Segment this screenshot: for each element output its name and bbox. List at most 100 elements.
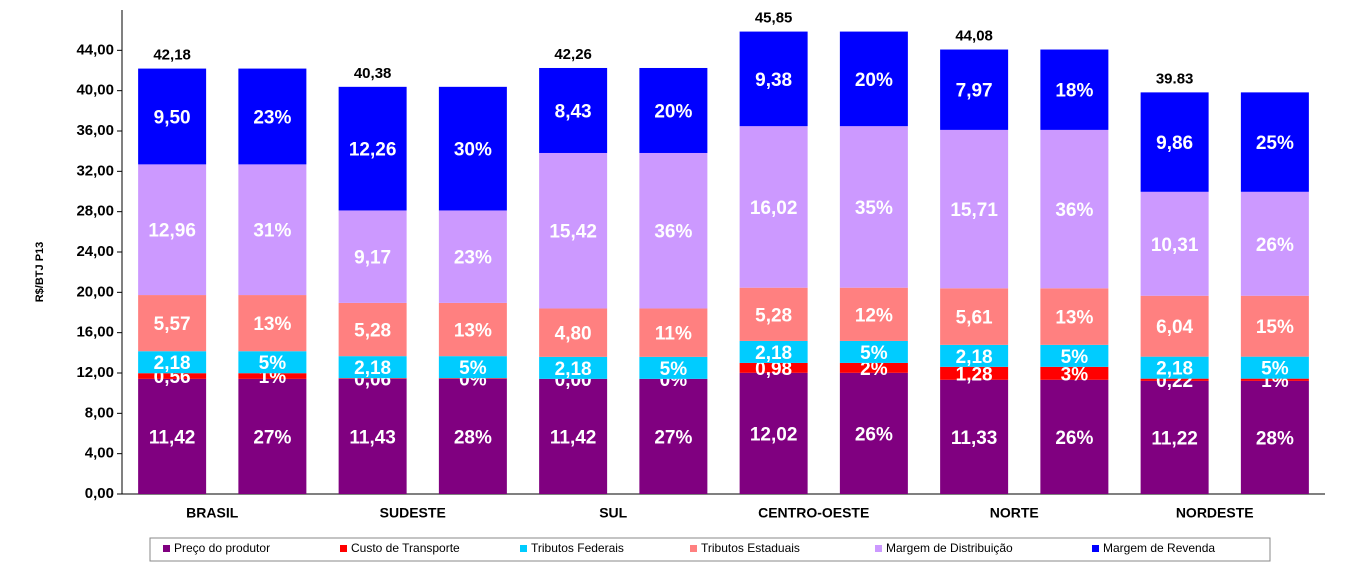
value-label: 6,04 <box>1156 317 1193 338</box>
bar-segment <box>1040 49 1109 130</box>
share-label: 11% <box>655 324 692 345</box>
legend-label: Tributos Federais <box>531 541 624 555</box>
bar-segment <box>438 210 507 303</box>
share-label: 13% <box>1055 308 1093 329</box>
bar-segment <box>940 129 1009 289</box>
legend-swatch <box>340 545 347 552</box>
y-tick-label: 44,00 <box>76 41 114 58</box>
value-label: 12,96 <box>148 221 196 242</box>
legend-label: Preço do produtor <box>174 541 270 555</box>
bar-segment <box>238 373 307 379</box>
share-label: 25% <box>1256 133 1294 154</box>
bar-segment <box>438 356 507 379</box>
share-label: 20% <box>855 70 893 91</box>
bar-segment <box>739 372 808 494</box>
legend-swatch <box>1092 545 1099 552</box>
bar-segment <box>238 68 307 165</box>
share-label: 26% <box>1055 428 1093 449</box>
share-label: 2% <box>860 359 888 380</box>
bar-segment <box>739 287 808 341</box>
total-label: 42,18 <box>153 47 191 64</box>
bar-segment <box>1140 191 1209 296</box>
bar-segment <box>739 31 808 127</box>
y-tick-label: 24,00 <box>76 243 114 260</box>
value-label: 4,80 <box>555 324 592 345</box>
bar-segment <box>138 164 207 296</box>
bar-segment <box>438 302 507 357</box>
share-label: 35% <box>855 198 893 219</box>
value-label: 9,86 <box>1156 133 1193 154</box>
bar-segment <box>1140 380 1209 494</box>
bar-segment <box>338 378 407 494</box>
share-label: 23% <box>253 107 291 128</box>
value-label: 7,97 <box>956 81 993 102</box>
value-label: 2,18 <box>555 359 592 380</box>
bar-segment <box>338 378 407 379</box>
bar-segment <box>438 378 507 494</box>
legend-label: Margem de Distribuição <box>886 541 1013 555</box>
share-label: 5% <box>1261 359 1289 380</box>
y-tick-label: 36,00 <box>76 122 114 139</box>
bar-segment <box>639 152 708 309</box>
bar-segment <box>940 288 1009 345</box>
bar-segment <box>1040 129 1109 289</box>
share-label: 30% <box>454 140 492 161</box>
bar-segment <box>1040 366 1109 380</box>
value-label: 11,33 <box>951 428 998 449</box>
bar-segment <box>338 356 407 379</box>
legend-label: Tributos Estaduais <box>701 541 800 555</box>
share-label: 26% <box>1256 235 1294 256</box>
bar-segment <box>839 340 908 363</box>
bar-segment <box>138 295 207 352</box>
value-label: 2,18 <box>1156 359 1193 380</box>
share-label: 5% <box>660 359 688 380</box>
share-label: 23% <box>454 248 492 269</box>
share-label: 18% <box>1055 81 1093 102</box>
value-label: 2,18 <box>154 353 191 374</box>
share-label: 5% <box>459 358 487 379</box>
bar-segment <box>1240 191 1309 296</box>
bar-segment <box>639 308 708 357</box>
value-label: 2,18 <box>354 358 391 379</box>
bar-segment <box>1040 288 1109 345</box>
bar-segment <box>539 308 608 357</box>
bar-segment <box>839 287 908 341</box>
share-label: 5% <box>259 353 287 374</box>
value-label: 15,71 <box>950 200 998 221</box>
value-label: 12,26 <box>349 140 397 161</box>
bar-segment <box>539 67 608 153</box>
share-label: 13% <box>253 314 291 335</box>
value-label: 9,38 <box>755 70 792 91</box>
bar-segment <box>1140 92 1209 192</box>
bar-segment <box>138 351 207 374</box>
value-label: 11,42 <box>149 427 196 448</box>
bar-segment <box>438 86 507 211</box>
value-label: 12,02 <box>750 424 798 445</box>
bar-segment <box>338 86 407 211</box>
y-tick-label: 20,00 <box>76 283 114 300</box>
bar-segment <box>338 210 407 303</box>
value-label: 9,50 <box>154 107 191 128</box>
value-label: 16,02 <box>750 198 798 219</box>
legend-box <box>149 537 1271 562</box>
legend-label: Margem de Revenda <box>1103 541 1215 555</box>
total-label: 44,08 <box>955 27 993 44</box>
value-label: 10,31 <box>1151 235 1199 256</box>
y-tick-label: 28,00 <box>76 203 114 220</box>
y-tick-label: 16,00 <box>76 324 114 341</box>
bar-segment <box>940 344 1009 367</box>
share-label: 26% <box>855 424 893 445</box>
share-label: 20% <box>654 101 692 122</box>
bar-segment <box>739 340 808 363</box>
bar-segment <box>940 366 1009 380</box>
legend-swatch <box>520 545 527 552</box>
y-tick-label: 8,00 <box>85 404 114 421</box>
x-tick-label: CENTRO-OESTE <box>758 505 869 521</box>
legend-swatch <box>875 545 882 552</box>
bar-segment <box>739 126 808 288</box>
legend-swatch <box>163 545 170 552</box>
value-label: 0,98 <box>755 359 792 380</box>
value-label: 1,28 <box>956 364 993 385</box>
share-label: 13% <box>454 321 492 342</box>
bar-segment <box>839 372 908 494</box>
